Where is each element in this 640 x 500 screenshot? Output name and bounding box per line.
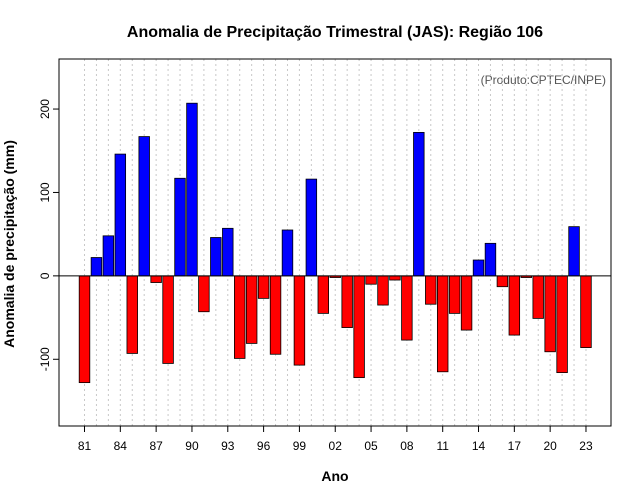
x-tick-label: 17 [508,439,522,453]
chart-title: Anomalia de Precipitação Trimestral (JAS… [127,24,543,41]
y-tick-label: 100 [38,182,52,202]
bar-21 [556,275,568,374]
x-tick-label: 23 [579,439,593,453]
x-tick-label: 08 [400,439,414,453]
bar-08 [401,275,413,341]
x-tick-label: 87 [149,439,163,453]
bar-01 [317,275,330,314]
bar-84 [114,153,127,277]
bar-17 [508,275,521,336]
x-tick-label: 14 [472,439,486,453]
bar-04 [353,275,365,379]
bar-94 [234,275,246,359]
x-tick-label: 96 [257,439,271,453]
bar-05 [365,275,377,285]
bar-14 [472,259,485,277]
bar-06 [377,275,389,306]
y-tick-label: 0 [38,272,52,279]
bar-99 [293,275,306,366]
bar-91 [198,275,210,313]
bar-07 [389,275,401,281]
bar-81 [78,275,91,384]
bar-23 [580,275,592,348]
bar-03 [341,275,353,328]
bar-90 [186,102,198,277]
x-tick-label: 81 [78,439,92,453]
source-annotation: (Produto:CPTEC/INPE) [481,73,606,87]
bar-93 [222,227,234,277]
bar-98 [281,229,294,277]
bar-88 [162,275,174,364]
x-tick-label: 84 [114,439,128,453]
y-tick-label: -100 [38,347,52,371]
bar-86 [138,136,150,277]
bar-19 [532,275,544,319]
bar-09 [413,131,425,277]
x-tick-label: 90 [185,439,199,453]
bar-95 [245,275,258,344]
bar-89 [174,177,186,277]
bar-11 [436,275,449,373]
bar-85 [126,275,138,354]
x-axis: 81 84 87 90 93 96 99 02 05 08 11 14 17 20 23 [78,426,593,453]
x-tick-label: 93 [221,439,235,453]
grid-lines [84,59,587,426]
y-axis-label: Anomalia de precipitação (mm) [1,140,17,348]
bar-00 [305,178,318,277]
x-tick-label: 05 [364,439,378,453]
bar-10 [425,275,437,305]
x-tick-label: 02 [329,439,343,453]
x-axis-label: Ano [321,468,348,484]
bar-82 [90,257,103,277]
bar-87 [150,275,162,283]
y-axis: -100 0 100 200 [38,99,59,371]
bar-20 [544,275,556,353]
bar-15 [484,242,497,277]
bar-97 [269,275,282,355]
bar-96 [257,275,270,299]
bar-16 [496,275,509,288]
bar-92 [210,237,222,277]
bars [78,102,592,384]
y-tick-label: 200 [38,99,52,119]
x-tick-label: 11 [436,439,449,453]
bar-13 [460,275,473,331]
bar-83 [102,235,115,277]
bar-12 [448,275,461,314]
x-tick-label: 99 [293,439,307,453]
bar-22 [568,226,580,277]
x-tick-label: 20 [543,439,557,453]
